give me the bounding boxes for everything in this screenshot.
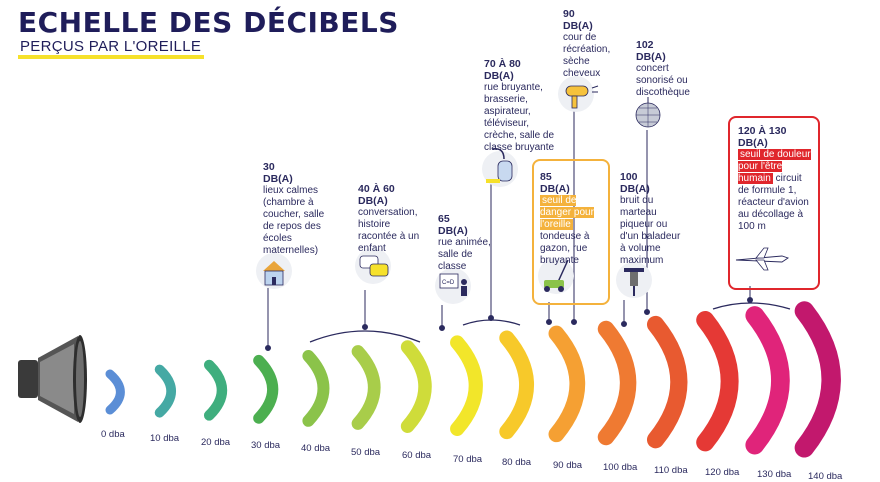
level-90-head: 90 <box>563 8 575 20</box>
tick-label-130: 130 dba <box>757 469 792 480</box>
level-30-unit: DB(A) <box>263 173 293 185</box>
level-102: 102 DB(A) concert sonorisé ou discothèqu… <box>636 39 702 99</box>
level-120-130-head: 120 À 130 <box>738 125 787 137</box>
sound-wave-5 <box>351 345 381 430</box>
tick-label-100: 100 dba <box>603 462 638 473</box>
jackhammer-icon <box>616 262 652 298</box>
tick-label-120: 120 dba <box>705 467 740 478</box>
page-subtitle: PERÇUS PAR L'OREILLE <box>20 38 202 55</box>
tick-label-50: 50 dba <box>351 447 381 458</box>
danger-threshold-box <box>532 159 610 305</box>
sound-wave-4 <box>302 350 330 427</box>
tick-label-30: 30 dba <box>251 440 281 451</box>
level-65-head: 65 <box>438 213 450 225</box>
hairdryer-icon <box>558 76 599 112</box>
level-40-60-unit: DB(A) <box>358 195 388 207</box>
level-120-130: 120 À 130 DB(A) seuil de douleur pour l'… <box>738 125 814 233</box>
bracket-40-60 <box>309 330 421 343</box>
page-title: ECHELLE DES DÉCIBELS <box>18 6 399 39</box>
level-70-80-unit: DB(A) <box>484 70 514 82</box>
sound-wave-13 <box>745 306 790 455</box>
tick-label-20: 20 dba <box>201 437 231 448</box>
tick-label-0: 0 dba <box>101 429 125 440</box>
level-85-text: tondeuse à gazon, rue bruyante <box>540 231 590 266</box>
vacuum-icon <box>482 147 518 187</box>
sound-wave-12 <box>696 311 739 452</box>
classroom-icon: C=D <box>435 268 471 304</box>
sound-wave-7 <box>450 335 483 437</box>
level-120-130-text: circuit de formule 1, réacteur d'avion a… <box>738 173 809 232</box>
pain-threshold-box <box>728 116 820 290</box>
tick-label-140: 140 dba <box>808 471 843 482</box>
level-65-unit: DB(A) <box>438 225 468 237</box>
title-underline <box>18 55 204 59</box>
level-102-text: concert sonorisé ou discothèque <box>636 63 690 98</box>
level-30-text: lieux calmes (chambre à coucher, salle d… <box>263 185 325 256</box>
airplane-icon <box>735 247 790 271</box>
level-70-80-text: rue bruyante, brasserie, aspirateur, tél… <box>484 82 555 153</box>
level-65-text: rue animée, salle de classe <box>438 237 491 272</box>
tick-label-80: 80 dba <box>502 457 532 468</box>
level-30: 30 DB(A) lieux calmes (chambre à coucher… <box>263 161 333 257</box>
level-70-80: 70 À 80 DB(A) rue bruyante, brasserie, a… <box>484 58 558 154</box>
level-90-text: cour de récréation, sèche cheveux <box>563 32 611 79</box>
sound-wave-3 <box>253 354 279 424</box>
sound-wave-14 <box>794 301 841 458</box>
sound-wave-9 <box>548 325 586 443</box>
level-100-text: bruit du marteau piqueur ou d'un baladeu… <box>620 195 681 266</box>
level-40-60-head: 40 À 60 <box>358 183 395 195</box>
tick-label-60: 60 dba <box>402 450 432 461</box>
level-102-head: 102 <box>636 39 654 51</box>
sound-wave-8 <box>499 330 534 440</box>
tick-label-10: 10 dba <box>150 433 180 444</box>
level-100-head: 100 <box>620 171 638 183</box>
tick-label-110: 110 dba <box>654 465 688 476</box>
level-30-head: 30 <box>263 161 275 173</box>
sound-wave-11 <box>646 315 688 449</box>
level-90: 90 DB(A) cour de récréation, sèche cheve… <box>563 8 627 80</box>
tick-label-40: 40 dba <box>301 443 331 454</box>
tick-label-70: 70 dba <box>453 454 483 465</box>
level-85-highlight: seuil de danger pour l'oreille <box>540 195 594 230</box>
svg-text:C=D: C=D <box>442 280 455 286</box>
bracket-120-130 <box>712 302 791 310</box>
sound-wave-2 <box>203 359 228 421</box>
discoball-icon <box>635 97 661 128</box>
level-100: 100 DB(A) bruit du marteau piqueur ou d'… <box>620 171 686 267</box>
level-40-60: 40 À 60 DB(A) conversation, histoire rac… <box>358 183 424 255</box>
level-100-unit: DB(A) <box>620 183 650 195</box>
level-70-80-head: 70 À 80 <box>484 58 521 70</box>
tick-label-90: 90 dba <box>553 460 583 471</box>
level-65: 65 DB(A) rue animée, salle de classe <box>438 213 498 273</box>
house-icon <box>256 253 292 289</box>
level-85-head: 85 <box>540 171 552 183</box>
level-102-unit: DB(A) <box>636 51 666 63</box>
speaker-icon <box>18 335 87 423</box>
level-90-unit: DB(A) <box>563 20 593 32</box>
chat-icon <box>355 248 391 284</box>
sound-wave-0 <box>105 369 125 415</box>
level-85: 85 DB(A) seuil de danger pour l'oreille … <box>540 171 602 267</box>
sound-wave-6 <box>400 340 432 433</box>
level-85-unit: DB(A) <box>540 183 570 195</box>
level-120-130-unit: DB(A) <box>738 137 768 149</box>
sound-wave-1 <box>154 364 177 418</box>
sound-wave-10 <box>597 320 637 446</box>
level-40-60-text: conversation, histoire racontée à un enf… <box>358 207 420 254</box>
lawnmower-icon <box>538 258 574 294</box>
